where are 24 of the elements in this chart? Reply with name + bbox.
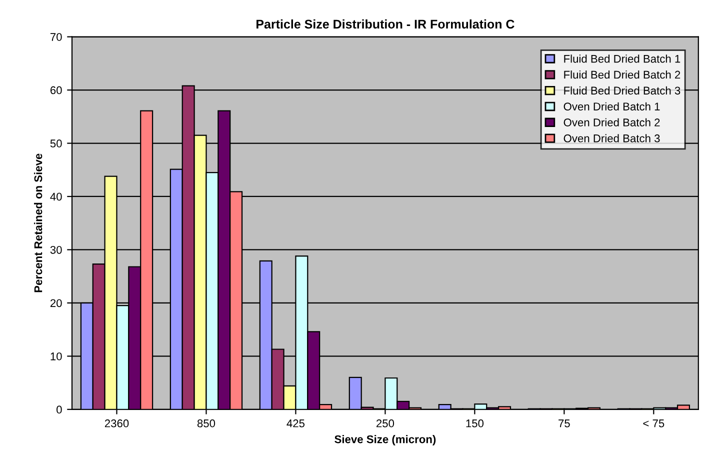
legend-label: Fluid Bed Dried Batch 1: [564, 54, 680, 63]
y-axis-title: Percent Retained on Sieve: [34, 154, 42, 292]
legend-label: Fluid Bed Dried Batch 3: [564, 86, 680, 95]
y-tick-label: 30: [50, 246, 62, 254]
x-tick-label: 75: [558, 420, 570, 428]
legend-label: Oven Dried Batch 1: [564, 102, 660, 110]
y-tick-label: 20: [50, 299, 62, 308]
x-axis-title: Sieve Size (micron): [334, 435, 436, 446]
x-tick-label: 150: [466, 419, 484, 428]
y-tick-label: 0: [56, 406, 62, 414]
y-tick-label: 50: [50, 140, 62, 148]
y-tick-label: 10: [50, 352, 62, 360]
x-tick-label: 250: [376, 419, 394, 428]
legend-label: Fluid Bed Dried Batch 2: [564, 70, 680, 79]
y-tick-label: 60: [50, 86, 62, 94]
legend-label: Oven Dried Batch 3: [564, 134, 660, 142]
x-tick-label: 850: [197, 419, 216, 428]
x-tick-label: 2360: [104, 419, 129, 428]
y-tick-label: 40: [50, 192, 62, 201]
x-tick-label: < 75: [643, 420, 664, 428]
chart-title: Particle Size Distribution - IR Formulation C: [256, 19, 514, 29]
x-tick-label: 425: [286, 419, 305, 428]
y-tick-label: 70: [50, 33, 62, 41]
legend-label: Oven Dried Batch 2: [564, 118, 660, 126]
